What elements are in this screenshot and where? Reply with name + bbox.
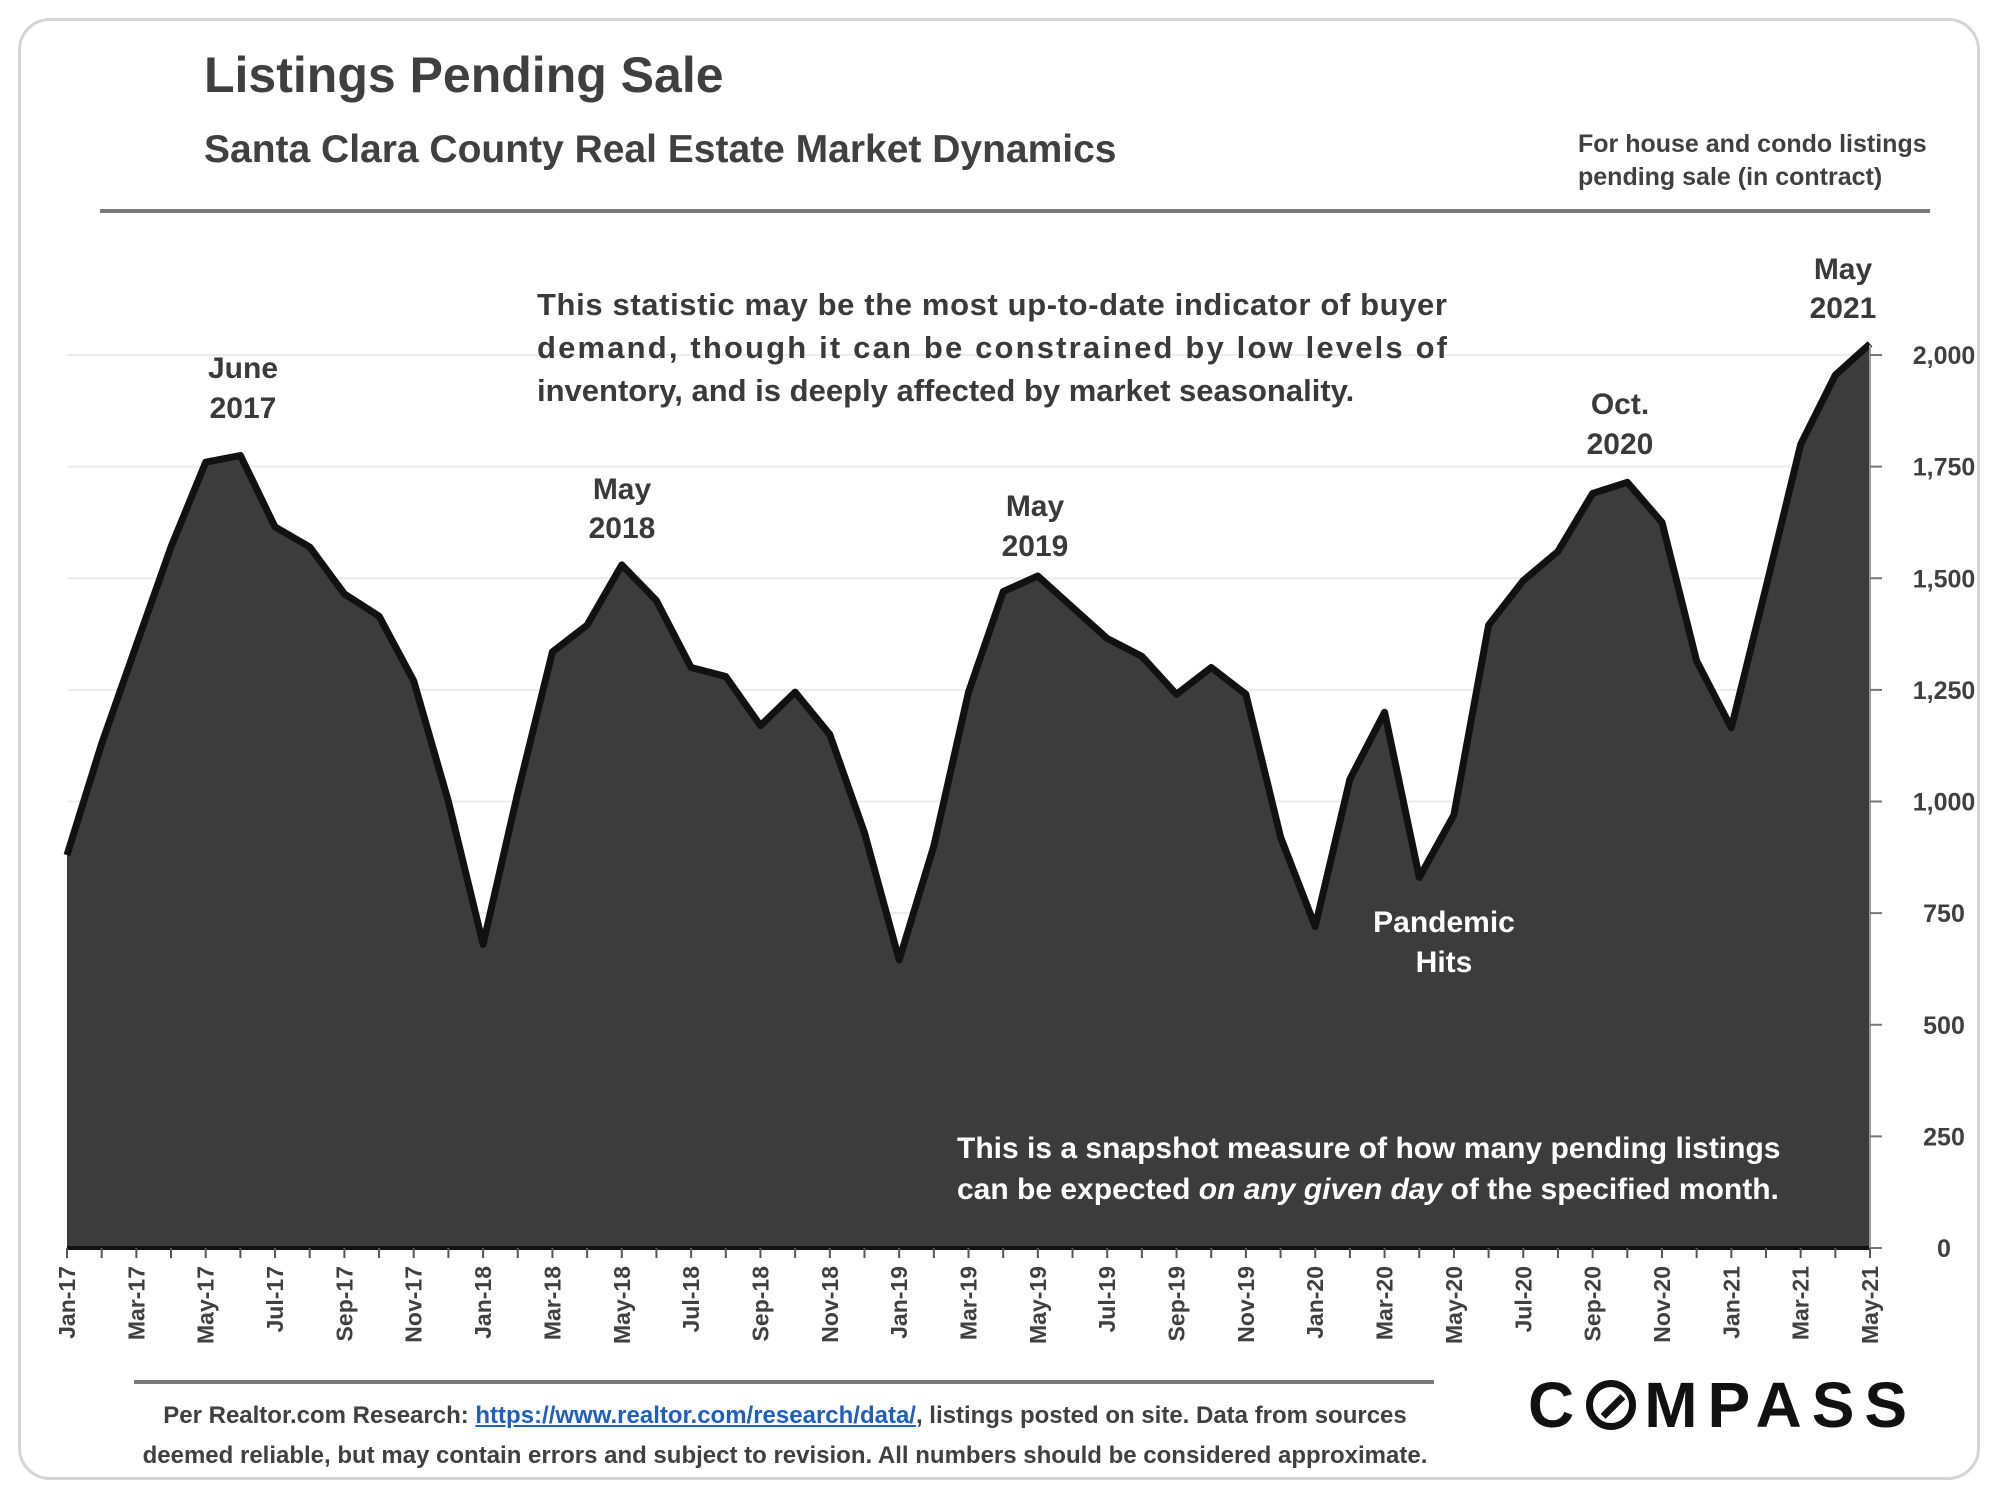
x-tick-label-Mar-17: Mar-17 [123,1266,149,1340]
source-line-2: deemed reliable, but may contain errors … [142,1442,1428,1469]
y-tick-label-6: 1,500 [1913,565,1976,593]
x-tick-label-Mar-18: Mar-18 [539,1266,565,1340]
x-tick-label-Nov-20: Nov-20 [1649,1266,1675,1343]
y-tick-label-2: 500 [1923,1012,1965,1040]
x-tick-label-May-21: May-21 [1857,1266,1883,1344]
annotation-may-2018-line-2: 2018 [589,512,656,545]
y-tick-label-0: 0 [1937,1235,1951,1263]
peak-annotations: June 2017 May 2018 May 2019 Oct. 2020 Ma… [208,253,1876,563]
x-tick-label-May-20: May-20 [1441,1266,1467,1344]
compass-logo: C MPASS [1528,1368,1917,1442]
description-line-1: This statistic may be the most up-to-dat… [537,287,1447,322]
annotation-june-2017-line-2: 2017 [210,392,277,425]
logo-letters-mpass: MPASS [1644,1369,1918,1441]
chart-subtitle: Santa Clara County Real Estate Market Dy… [204,128,1117,171]
source-link[interactable]: https://www.realtor.com/research/data/ [475,1402,916,1429]
x-tick-label-Mar-21: Mar-21 [1788,1266,1814,1340]
logo-letter-c: C [1528,1369,1585,1441]
x-axis-ticks: Jan-17 Mar-17 May-17 Jul-17 Sep-17 Nov-17 Jan-… [54,1248,1883,1344]
scope-note-line-2: pending sale (in contract) [1578,163,1883,191]
x-tick-label-Sep-18: Sep-18 [747,1266,773,1342]
y-tick-label-1: 250 [1923,1123,1965,1151]
x-tick-label-Jan-21: Jan-21 [1718,1266,1744,1339]
x-tick-label-Nov-18: Nov-18 [817,1266,843,1343]
y-axis-ticks: 0 250 500 750 1,000 1,250 1,500 1,750 2,000 [1870,342,1975,1263]
x-tick-label-Mar-19: Mar-19 [956,1266,982,1340]
x-tick-label-Nov-19: Nov-19 [1233,1266,1259,1343]
x-tick-label-Mar-20: Mar-20 [1372,1266,1398,1340]
chart-frame [18,18,1980,1480]
x-tick-label-Jan-17: Jan-17 [54,1266,80,1339]
y-tick-label-7: 1,750 [1913,454,1976,482]
description-line-2: demand, though it can be constrained by … [537,330,1448,365]
series-line [63,341,1873,964]
header-divider [100,209,1930,213]
annotation-oct-2020-line-2: 2020 [1587,428,1654,461]
annotation-may-2019-line-2: 2019 [1002,530,1069,563]
footer-divider [134,1380,1434,1384]
chart-title: Listings Pending Sale [204,47,724,103]
annotation-june-2017-line-1: June [208,352,278,385]
annotation-oct-2020-line-1: Oct. [1591,388,1649,421]
y-tick-label-4: 1,000 [1913,789,1976,817]
x-tick-label-Jul-18: Jul-18 [678,1266,704,1333]
scope-note-line-1: For house and condo listings [1578,130,1927,158]
source-prefix: Per Realtor.com Research: [163,1402,476,1429]
x-tick-label-Jan-18: Jan-18 [470,1266,496,1339]
y-tick-label-5: 1,250 [1913,677,1976,705]
source-line-1: Per Realtor.com Research: https://www.re… [130,1396,1440,1436]
snapshot-emphasis: on any given day [1199,1173,1444,1206]
annotation-pandemic-line-1: Pandemic [1373,906,1515,939]
description-line-3: inventory, and is deeply affected by mar… [537,373,1354,408]
x-tick-label-May-18: May-18 [609,1266,635,1344]
x-tick-label-Jul-20: Jul-20 [1510,1266,1536,1332]
snapshot-line-2: can be expected on any given day of the … [957,1173,1779,1206]
annotation-may-2021-line-1: May [1814,253,1873,286]
compass-o-icon [1586,1380,1637,1430]
source-suffix: , listings posted on site. Data from sou… [915,1402,1407,1429]
snapshot-line-2-start: can be expected [957,1173,1199,1206]
x-tick-label-May-19: May-19 [1025,1266,1051,1344]
y-tick-label-8: 2,000 [1913,342,1976,370]
chart-scope-note: For house and condo listings pending sal… [1578,128,1927,194]
annotation-pandemic-line-2: Hits [1416,946,1473,979]
x-tick-label-Nov-17: Nov-17 [401,1266,427,1343]
x-tick-label-Sep-17: Sep-17 [331,1266,357,1341]
annotation-may-2018-line-1: May [593,473,652,506]
snapshot-line-1: This is a snapshot measure of how many p… [957,1132,1780,1165]
x-tick-label-May-17: May-17 [193,1266,219,1344]
x-tick-label-Sep-20: Sep-20 [1580,1266,1606,1341]
x-tick-label-Jul-19: Jul-19 [1094,1266,1120,1332]
x-tick-label-Sep-19: Sep-19 [1164,1266,1190,1341]
area-fill [67,343,1870,1248]
x-tick-label-Jan-19: Jan-19 [886,1266,912,1339]
source-note: Per Realtor.com Research: https://www.re… [130,1396,1440,1476]
y-tick-label-3: 750 [1923,900,1965,928]
snapshot-note: This is a snapshot measure of how many p… [957,1132,1780,1206]
snapshot-line-2-end: of the specified month. [1442,1173,1779,1206]
pandemic-annotation: Pandemic Hits [1373,906,1515,979]
x-tick-label-Jan-20: Jan-20 [1302,1266,1328,1339]
annotation-may-2019-line-1: May [1006,490,1065,523]
annotation-may-2021-line-2: 2021 [1810,292,1877,325]
description-text: This statistic may be the most up-to-dat… [537,287,1448,408]
x-tick-label-Jul-17: Jul-17 [262,1266,288,1332]
